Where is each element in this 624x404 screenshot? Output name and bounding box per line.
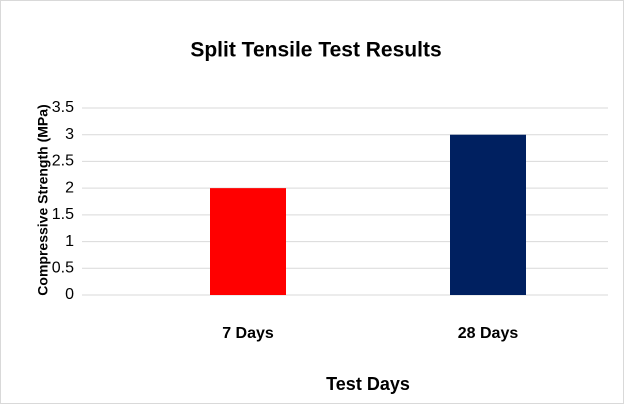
y-tick-label: 0.5 [52, 260, 74, 277]
y-axis-label: Compressive Strength (MPa) [35, 104, 51, 295]
bar [450, 134, 526, 295]
x-axis-label: Test Days [326, 374, 410, 394]
y-tick-label: 2 [65, 179, 74, 196]
y-tick-label: 2.5 [52, 153, 74, 170]
y-tick-label: 0 [65, 286, 74, 303]
y-tick-label: 3.5 [52, 99, 74, 116]
bar [210, 188, 286, 295]
x-tick-label: 28 Days [458, 325, 519, 342]
y-tick-label: 3 [65, 126, 74, 143]
x-tick-label: 7 Days [222, 325, 274, 342]
chart-title: Split Tensile Test Results [190, 39, 441, 62]
y-tick-label: 1.5 [52, 206, 74, 223]
y-tick-label: 1 [65, 233, 74, 250]
